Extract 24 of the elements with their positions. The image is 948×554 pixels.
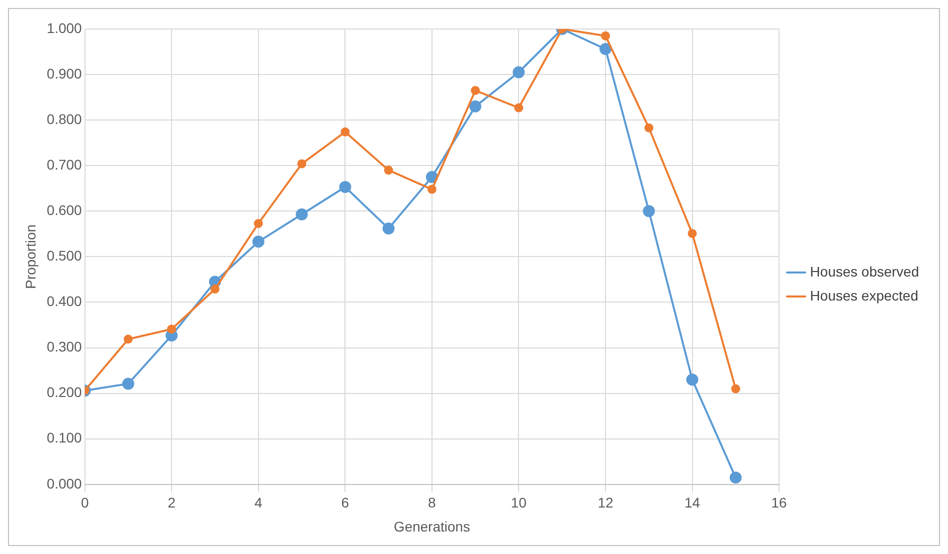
- y-tick-label: 0.200: [46, 384, 82, 400]
- y-tick-label: 0.300: [46, 338, 82, 355]
- y-tick-label: 0.400: [46, 293, 82, 310]
- x-tick-label: 8: [428, 494, 436, 511]
- y-tick-label: 0.800: [46, 110, 82, 127]
- y-tick-label: 1.000: [46, 20, 82, 36]
- legend-label: Houses expected: [810, 287, 918, 304]
- x-tick-label: 4: [254, 494, 262, 511]
- y-tick-label: 0.700: [46, 156, 82, 172]
- y-tick-label: 0.100: [46, 430, 82, 446]
- y-axis-title: Proportion: [22, 224, 38, 289]
- x-axis-title: Generations: [394, 518, 470, 534]
- x-tick-label: 6: [341, 494, 350, 511]
- x-tick-label: 14: [684, 494, 700, 511]
- x-tick-label: 12: [598, 494, 614, 511]
- y-tick-label: 0.900: [46, 65, 82, 82]
- y-tick-label: 0.500: [46, 248, 82, 264]
- y-tick-label: 0.000: [46, 475, 82, 492]
- x-tick-label: 2: [168, 494, 176, 511]
- x-tick-label: 10: [510, 494, 527, 511]
- legend-label: Houses observed: [810, 263, 919, 280]
- x-tick-label: 16: [771, 494, 788, 511]
- y-tick-label: 0.600: [46, 202, 82, 218]
- x-tick-label: 0: [80, 494, 89, 511]
